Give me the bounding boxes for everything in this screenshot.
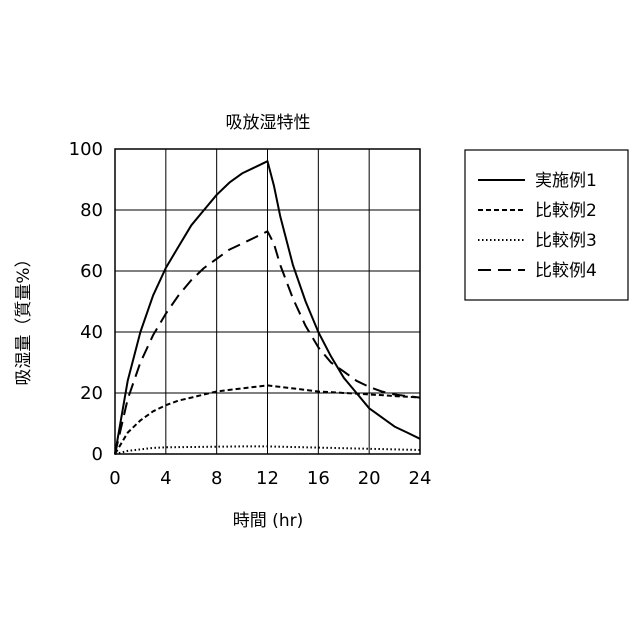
- y-tick-label: 100: [69, 139, 103, 160]
- y-axis-label: 吸湿量（質量%）: [14, 250, 34, 385]
- y-tick-label: 60: [80, 261, 103, 282]
- x-axis-label: 時間 (hr): [233, 511, 303, 531]
- y-tick-label: 0: [92, 444, 103, 465]
- y-tick-label: 80: [80, 200, 103, 221]
- x-tick-label: 4: [160, 468, 171, 489]
- x-tick-labels: 0 4 8 12 16 20 24: [109, 468, 431, 489]
- legend-label-3: 比較例3: [535, 231, 597, 251]
- y-tick-label: 20: [80, 383, 103, 404]
- y-tick-label: 40: [80, 322, 103, 343]
- x-tick-label: 24: [409, 468, 432, 489]
- y-tick-labels: 0 20 40 60 80 100: [69, 139, 103, 465]
- x-tick-label: 0: [109, 468, 120, 489]
- x-tick-label: 8: [211, 468, 222, 489]
- legend-label-2: 比較例2: [535, 201, 597, 221]
- legend-label-1: 実施例1: [535, 171, 597, 191]
- legend-label-4: 比較例4: [535, 261, 597, 281]
- legend: 実施例1 比較例2 比較例3 比較例4: [465, 150, 628, 300]
- chart-title: 吸放湿特性: [226, 113, 311, 133]
- x-tick-label: 12: [256, 468, 279, 489]
- x-tick-label: 20: [358, 468, 381, 489]
- x-tick-label: 16: [307, 468, 330, 489]
